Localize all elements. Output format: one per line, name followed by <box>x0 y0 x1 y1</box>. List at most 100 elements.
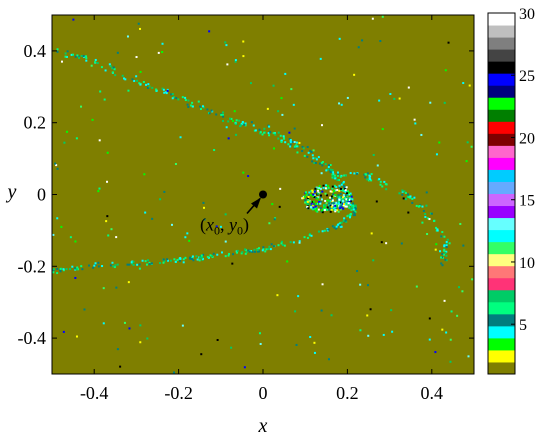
data-point <box>331 173 334 176</box>
data-point <box>331 202 334 205</box>
data-point <box>298 141 301 144</box>
data-point <box>458 286 461 289</box>
data-point <box>83 308 86 311</box>
data-point <box>88 264 91 267</box>
data-point <box>401 189 404 192</box>
data-point <box>198 259 201 262</box>
data-point <box>279 187 282 190</box>
data-point <box>232 253 235 256</box>
data-point <box>280 139 283 142</box>
data-point <box>307 207 310 210</box>
data-point <box>320 161 323 164</box>
data-point <box>461 290 464 293</box>
data-point <box>346 215 349 218</box>
data-point <box>352 204 355 207</box>
data-point <box>283 244 286 247</box>
data-point <box>295 141 298 144</box>
data-point <box>151 217 154 220</box>
data-point <box>344 190 347 193</box>
data-point <box>424 215 427 218</box>
data-point <box>436 229 439 232</box>
data-point <box>365 173 368 176</box>
data-point <box>428 218 431 221</box>
data-point <box>243 123 246 126</box>
data-point <box>429 212 432 215</box>
data-point <box>297 145 300 148</box>
y-tick-label: -0.2 <box>18 256 47 276</box>
data-point <box>115 286 118 289</box>
data-point <box>307 151 310 154</box>
colorbar-segment <box>488 349 515 363</box>
data-point <box>267 132 270 135</box>
data-point <box>201 258 204 261</box>
data-point <box>336 195 339 198</box>
data-point <box>342 203 345 206</box>
data-point <box>126 35 129 38</box>
y-tick-label: 0 <box>37 185 46 205</box>
data-point <box>343 197 346 200</box>
data-point <box>314 157 317 160</box>
data-point <box>321 211 324 214</box>
data-point <box>331 225 334 228</box>
data-point <box>325 184 328 187</box>
data-point <box>144 260 147 263</box>
data-point <box>128 327 131 330</box>
data-point <box>322 184 325 187</box>
data-point <box>426 233 429 236</box>
colorbar-segment <box>488 265 515 279</box>
data-point <box>148 85 151 88</box>
data-point <box>323 209 326 212</box>
data-point <box>370 232 373 235</box>
data-point <box>311 154 314 157</box>
data-point <box>330 314 333 317</box>
data-point <box>174 260 177 263</box>
data-point <box>75 137 78 140</box>
data-point <box>341 201 344 204</box>
data-point <box>55 164 58 167</box>
data-point <box>344 187 347 190</box>
data-point <box>116 348 119 351</box>
data-point <box>62 269 65 272</box>
data-point <box>277 110 280 113</box>
data-point <box>445 240 448 243</box>
data-point <box>401 190 404 193</box>
data-point <box>443 249 446 252</box>
data-point <box>304 200 307 203</box>
data-point <box>333 208 336 211</box>
data-point <box>428 338 431 341</box>
data-point <box>184 256 187 259</box>
data-point <box>230 346 233 349</box>
data-point <box>236 249 239 252</box>
data-point <box>101 265 104 268</box>
data-point <box>69 236 72 239</box>
data-point <box>303 154 306 157</box>
data-point <box>317 192 320 195</box>
data-point <box>219 225 222 228</box>
data-point <box>221 119 224 122</box>
data-point <box>77 55 80 58</box>
data-point <box>444 69 447 72</box>
data-point <box>379 40 382 43</box>
data-point <box>107 234 110 237</box>
data-point <box>250 250 253 253</box>
data-point <box>383 180 386 183</box>
data-point <box>302 197 305 200</box>
data-point <box>331 174 334 177</box>
data-point <box>259 132 262 135</box>
data-point <box>302 147 305 150</box>
data-point <box>335 186 338 189</box>
colorbar-segment <box>488 289 515 303</box>
data-point <box>263 127 266 130</box>
data-point <box>310 202 313 205</box>
data-point <box>462 82 465 85</box>
data-point <box>364 176 367 179</box>
data-point <box>132 263 135 266</box>
data-point <box>375 200 378 203</box>
data-point <box>426 217 429 220</box>
data-point <box>328 202 331 205</box>
data-point <box>340 183 343 186</box>
data-point <box>69 267 72 270</box>
data-point <box>331 187 334 190</box>
data-point <box>407 196 410 199</box>
data-point <box>110 228 113 231</box>
